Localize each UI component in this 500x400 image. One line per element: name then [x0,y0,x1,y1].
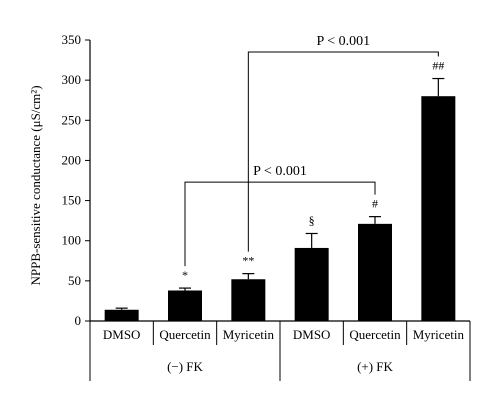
significance-mark: ** [242,254,254,268]
bar [358,223,392,321]
y-axis-label: NPPB-sensitive conductance (μS/cm²) [28,85,43,285]
y-tick-label: 150 [62,193,82,208]
significance-mark: ## [432,59,444,73]
group-label: (+) FK [357,359,393,374]
significance-mark: § [309,213,315,227]
chart-axes: 0 50 100 150 200 250 300 350 DMSO Quercetin Myrice… [62,32,471,381]
x-tick-label: Myricetin [223,327,275,342]
y-tick-label: 50 [68,273,81,288]
bar [168,290,202,321]
comparison-bracket [247,51,439,252]
x-tick-label: Quercetin [349,327,401,342]
y-tick-label: 350 [62,32,82,47]
x-tick-label: DMSO [103,327,141,342]
y-tick-label: 300 [62,72,82,87]
significance-mark: * [182,268,188,282]
group-label: (−) FK [167,359,203,374]
comparison-label: P < 0.001 [316,34,370,49]
bar [104,309,139,321]
y-tick-label: 250 [62,112,82,127]
bar [231,279,266,321]
chart-bars [104,77,456,321]
x-tick-label: Myricetin [413,327,465,342]
x-tick-label: DMSO [293,327,331,342]
y-tick-label: 100 [62,233,82,248]
x-tick-label: Quercetin [159,327,211,342]
y-tick-label: 200 [62,152,82,167]
bar [421,96,456,321]
significance-mark: # [372,197,378,211]
bar [294,247,329,321]
comparison-label: P < 0.001 [253,164,307,179]
y-tick-label: 0 [75,313,82,328]
comparison-bracket [184,181,376,267]
